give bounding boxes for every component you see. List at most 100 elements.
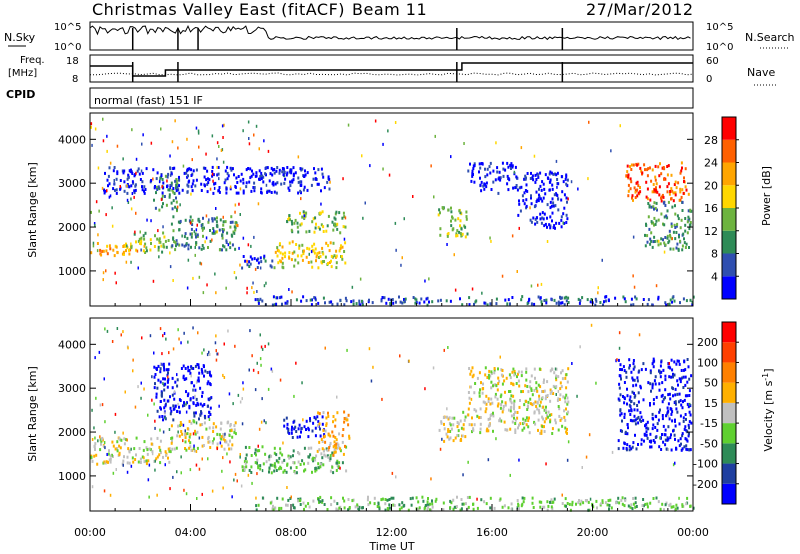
data-cell bbox=[297, 427, 300, 431]
data-cell bbox=[393, 504, 396, 507]
data-cell bbox=[567, 400, 570, 404]
noise-cell bbox=[257, 444, 259, 448]
data-cell bbox=[652, 357, 655, 361]
data-cell bbox=[680, 218, 683, 222]
noise-cell bbox=[150, 219, 152, 223]
data-cell bbox=[108, 244, 111, 248]
data-cell bbox=[161, 191, 164, 195]
data-cell bbox=[167, 377, 170, 381]
data-cell bbox=[131, 172, 134, 175]
data-cell bbox=[493, 368, 496, 372]
data-cell bbox=[542, 381, 545, 384]
data-cell bbox=[250, 174, 253, 178]
data-cell bbox=[658, 174, 661, 178]
data-cell bbox=[456, 229, 459, 233]
data-cell bbox=[199, 423, 202, 427]
data-cell bbox=[516, 416, 519, 420]
data-cell bbox=[645, 224, 648, 227]
colorbar-swatch bbox=[722, 117, 736, 140]
data-cell bbox=[488, 369, 491, 373]
data-cell bbox=[531, 496, 534, 500]
data-cell bbox=[560, 215, 563, 219]
data-cell bbox=[241, 465, 244, 469]
data-cell bbox=[207, 397, 210, 401]
data-cell bbox=[459, 297, 461, 301]
data-cell bbox=[273, 469, 276, 473]
data-cell bbox=[274, 506, 277, 510]
data-cell bbox=[675, 224, 678, 228]
data-cell bbox=[664, 396, 666, 400]
data-cell bbox=[497, 191, 500, 195]
data-cell bbox=[185, 242, 188, 246]
data-cell bbox=[484, 366, 487, 370]
data-cell bbox=[642, 498, 645, 501]
data-cell bbox=[542, 217, 545, 221]
data-cell bbox=[93, 444, 96, 448]
data-cell bbox=[667, 402, 670, 406]
data-cell bbox=[220, 437, 223, 441]
data-cell bbox=[140, 239, 143, 243]
data-cell bbox=[668, 375, 671, 379]
data-cell bbox=[563, 221, 566, 225]
data-cell bbox=[529, 397, 532, 401]
data-cell bbox=[302, 188, 305, 192]
data-cell bbox=[682, 297, 685, 301]
noise-cell bbox=[610, 149, 612, 153]
noise-cell bbox=[146, 218, 148, 222]
data-cell bbox=[633, 402, 636, 406]
data-cell bbox=[427, 505, 430, 509]
data-cell bbox=[487, 400, 490, 403]
noise-cell bbox=[218, 145, 220, 148]
data-cell bbox=[344, 225, 347, 229]
noise-cell bbox=[537, 283, 539, 287]
data-cell bbox=[340, 255, 343, 258]
data-cell bbox=[437, 213, 440, 217]
data-cell bbox=[269, 463, 272, 467]
data-cell bbox=[649, 501, 652, 505]
data-cell bbox=[471, 366, 474, 370]
data-cell bbox=[686, 448, 689, 452]
data-cell bbox=[475, 299, 478, 303]
noise-cell bbox=[168, 351, 170, 355]
data-cell bbox=[273, 446, 276, 450]
data-cell bbox=[150, 442, 153, 446]
data-cell bbox=[481, 162, 484, 166]
data-cell bbox=[118, 444, 121, 448]
data-cell bbox=[645, 430, 648, 434]
data-cell bbox=[502, 174, 505, 178]
data-cell bbox=[498, 419, 501, 423]
data-cell bbox=[194, 432, 197, 436]
data-cell bbox=[322, 411, 325, 415]
data-cell bbox=[479, 431, 482, 435]
data-cell bbox=[457, 422, 460, 426]
data-cell bbox=[262, 462, 265, 466]
data-cell bbox=[316, 449, 319, 453]
data-cell bbox=[558, 221, 561, 225]
data-cell bbox=[566, 178, 569, 182]
data-cell bbox=[510, 381, 513, 385]
data-cell bbox=[280, 295, 283, 299]
data-cell bbox=[537, 295, 540, 299]
data-cell bbox=[636, 408, 639, 412]
data-cell bbox=[101, 436, 104, 440]
data-cell bbox=[594, 303, 597, 307]
data-cell bbox=[321, 210, 324, 214]
data-cell bbox=[342, 428, 345, 431]
data-cell bbox=[620, 377, 622, 381]
data-cell bbox=[685, 188, 688, 192]
noise-cell bbox=[293, 394, 295, 398]
data-cell bbox=[318, 440, 321, 444]
data-cell bbox=[628, 409, 631, 413]
data-cell bbox=[688, 426, 690, 430]
data-cell bbox=[630, 163, 633, 167]
data-cell bbox=[286, 426, 289, 430]
data-cell bbox=[625, 370, 628, 374]
data-cell bbox=[221, 233, 224, 237]
data-cell bbox=[114, 447, 117, 451]
data-cell bbox=[624, 300, 627, 304]
data-cell bbox=[107, 184, 109, 188]
noise-cell bbox=[500, 419, 503, 423]
data-cell bbox=[202, 166, 205, 170]
data-cell bbox=[669, 247, 672, 251]
noise-cell bbox=[667, 414, 670, 418]
